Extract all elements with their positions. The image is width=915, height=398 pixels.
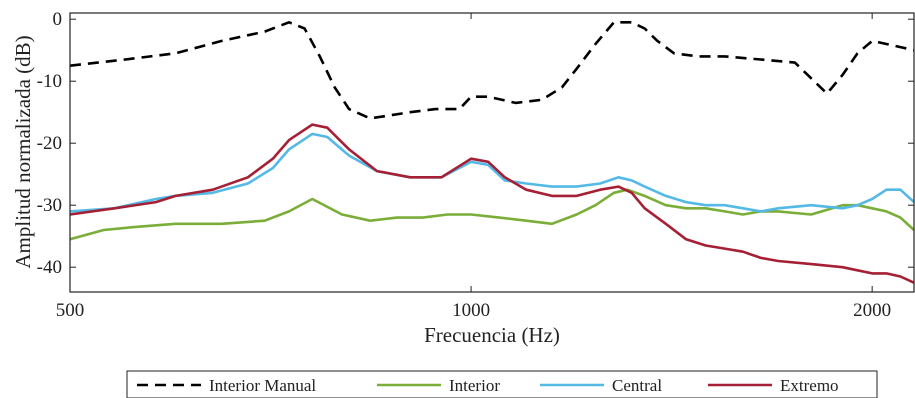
series-line-extremo — [69, 123, 915, 284]
legend-label-interior: Interior — [449, 376, 500, 395]
y-tick-label: -20 — [37, 133, 62, 154]
y-axis-label: Amplitud normalizada (dB) — [11, 35, 35, 268]
x-tick-label: 1000 — [452, 300, 490, 321]
x-tick-label: 2000 — [853, 300, 891, 321]
y-tick-label: -30 — [37, 195, 62, 216]
series-line-central — [69, 132, 915, 213]
x-tick-label: 500 — [56, 300, 85, 321]
plot-frame — [69, 12, 915, 293]
y-tick-label: 0 — [53, 9, 63, 30]
series-layer — [69, 21, 915, 284]
series-line-interior — [69, 188, 915, 241]
y-tick-label: -10 — [37, 71, 62, 92]
legend: Interior Manual Interior Central Extremo — [126, 370, 878, 398]
legend-label-extremo: Extremo — [780, 376, 839, 395]
legend-label-central: Central — [612, 376, 662, 395]
series-line-interior-manual — [69, 21, 915, 120]
x-axis-label: Frecuencia (Hz) — [424, 323, 560, 347]
tick-layer: 500 1000 2000 0 -10 -20 -30 -40 — [37, 9, 914, 321]
y-tick-label: -40 — [37, 257, 62, 278]
legend-label-interior-manual: Interior Manual — [209, 376, 316, 395]
